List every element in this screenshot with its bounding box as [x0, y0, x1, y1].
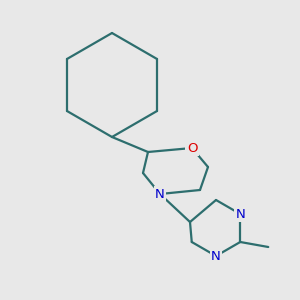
Text: N: N [211, 250, 221, 262]
Text: N: N [236, 208, 245, 220]
Text: N: N [155, 188, 165, 200]
Text: O: O [187, 142, 197, 154]
